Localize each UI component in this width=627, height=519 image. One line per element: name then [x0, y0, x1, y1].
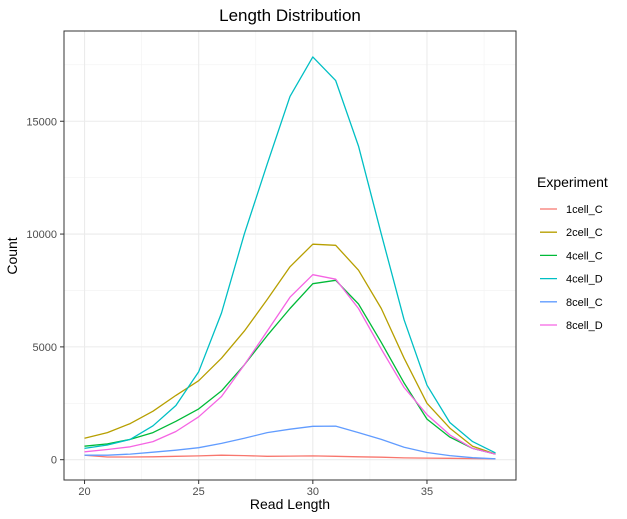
- series-line-8cell_C: [84, 425, 496, 460]
- legend-label-4cell_D: 4cell_D: [566, 274, 603, 286]
- y-tick-label: 10000: [26, 229, 57, 241]
- major-gridlines: [64, 31, 516, 480]
- legend-label-1cell_C: 1cell_C: [566, 204, 603, 216]
- minor-gridlines: [64, 31, 516, 480]
- x-tick-label: 25: [193, 486, 205, 498]
- legend-label-8cell_D: 8cell_D: [566, 320, 603, 332]
- x-axis-ticks: 20 25 30 35: [78, 480, 433, 498]
- series-line-8cell_D: [84, 274, 496, 455]
- y-tick-label: 15000: [26, 116, 57, 128]
- y-tick-label: 0: [51, 455, 57, 467]
- series-line-1cell_C: [84, 454, 496, 460]
- x-tick-label: 20: [78, 486, 90, 498]
- legend-title: Experiment: [537, 174, 608, 190]
- legend-label-4cell_C: 4cell_C: [566, 250, 603, 262]
- series-lines: [84, 56, 496, 460]
- x-tick-label: 35: [421, 486, 433, 498]
- y-axis-title: Count: [4, 237, 20, 274]
- legend: Experiment 1cell_C 2cell_C 4cell_C 4cell_D 8…: [537, 174, 608, 332]
- chart-title: Length Distribution: [219, 6, 361, 25]
- plot-panel: [64, 31, 516, 480]
- y-tick-label: 5000: [33, 342, 57, 354]
- legend-items: 1cell_C 2cell_C 4cell_C 4cell_D 8cell_C 8cell…: [540, 204, 603, 332]
- series-line-4cell_D: [84, 56, 496, 454]
- x-tick-label: 30: [307, 486, 319, 498]
- legend-label-2cell_C: 2cell_C: [566, 227, 603, 239]
- series-line-2cell_C: [84, 243, 496, 455]
- plot-border: [63, 30, 517, 481]
- series-line-4cell_C: [84, 279, 496, 455]
- x-axis-title: Read Length: [250, 496, 330, 512]
- y-axis-ticks: 0 5000 10000 15000: [26, 116, 64, 467]
- legend-label-8cell_C: 8cell_C: [566, 297, 603, 309]
